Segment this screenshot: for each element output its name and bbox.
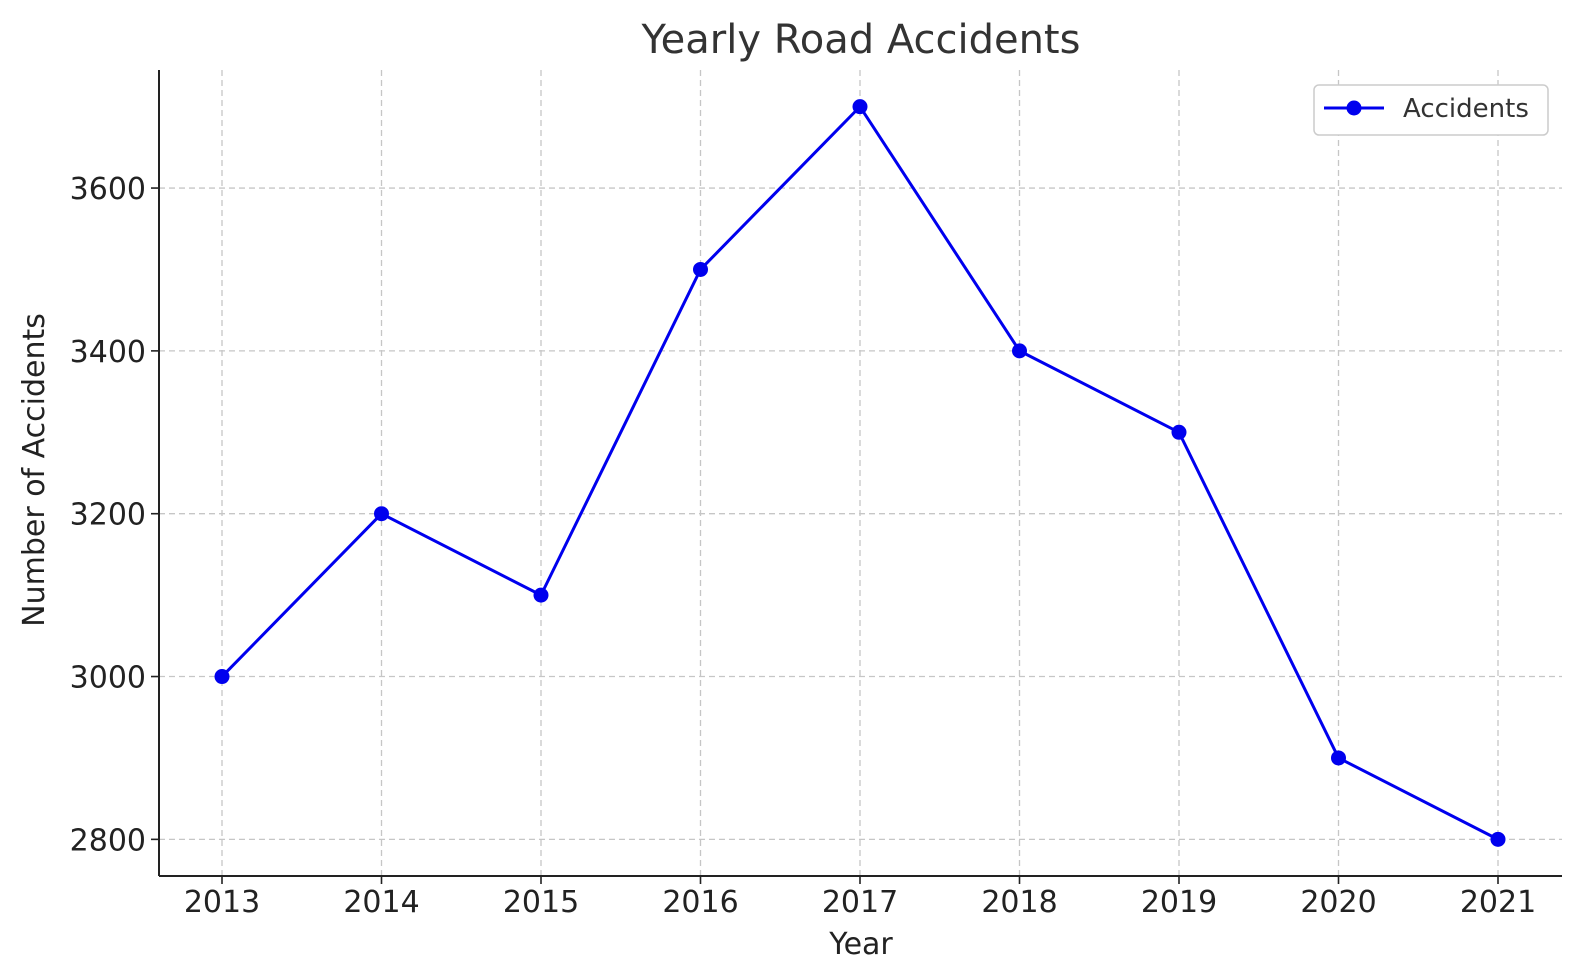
data-point-2013 xyxy=(214,669,230,685)
data-point-2019 xyxy=(1171,424,1187,440)
y-tick-label-3000: 3000 xyxy=(70,661,146,696)
y-axis-label: Number of Accidents xyxy=(17,313,52,627)
data-point-2014 xyxy=(374,506,389,522)
x-axis-ticks: 2013 2014 2015 2016 2017 2018 2019 2020 2021 xyxy=(184,876,1536,920)
y-tick-label-3600: 3600 xyxy=(70,172,146,207)
legend: Accidents xyxy=(1313,84,1549,136)
x-tick-label-2014: 2014 xyxy=(343,885,419,920)
legend-marker-swatch xyxy=(1346,100,1362,116)
y-axis-ticks: 2800 3000 3200 3400 3600 xyxy=(70,172,159,858)
data-point-2016 xyxy=(693,261,708,277)
legend-box xyxy=(1313,84,1549,136)
data-point-2018 xyxy=(1012,343,1027,359)
x-axis-label: Year xyxy=(828,927,893,962)
x-tick-label-2018: 2018 xyxy=(981,885,1057,920)
x-tick-label-2019: 2019 xyxy=(1141,885,1217,920)
chart-title: Yearly Road Accidents xyxy=(641,17,1081,63)
data-point-2015 xyxy=(533,587,549,603)
x-tick-label-2017: 2017 xyxy=(822,885,898,920)
x-tick-label-2013: 2013 xyxy=(184,885,260,920)
x-tick-label-2015: 2015 xyxy=(503,885,579,920)
x-tick-label-2016: 2016 xyxy=(662,885,738,920)
y-tick-label-2800: 2800 xyxy=(70,823,146,858)
x-tick-label-2020: 2020 xyxy=(1300,885,1376,920)
data-point-2021 xyxy=(1490,831,1506,847)
data-point-2020 xyxy=(1331,750,1346,766)
grid xyxy=(159,70,1562,876)
y-tick-label-3400: 3400 xyxy=(70,335,146,370)
y-tick-label-3200: 3200 xyxy=(70,498,146,533)
legend-label-accidents: Accidents xyxy=(1403,94,1529,124)
data-point-2017 xyxy=(852,99,868,115)
x-tick-label-2021: 2021 xyxy=(1460,885,1536,920)
series-accidents xyxy=(214,99,1506,847)
